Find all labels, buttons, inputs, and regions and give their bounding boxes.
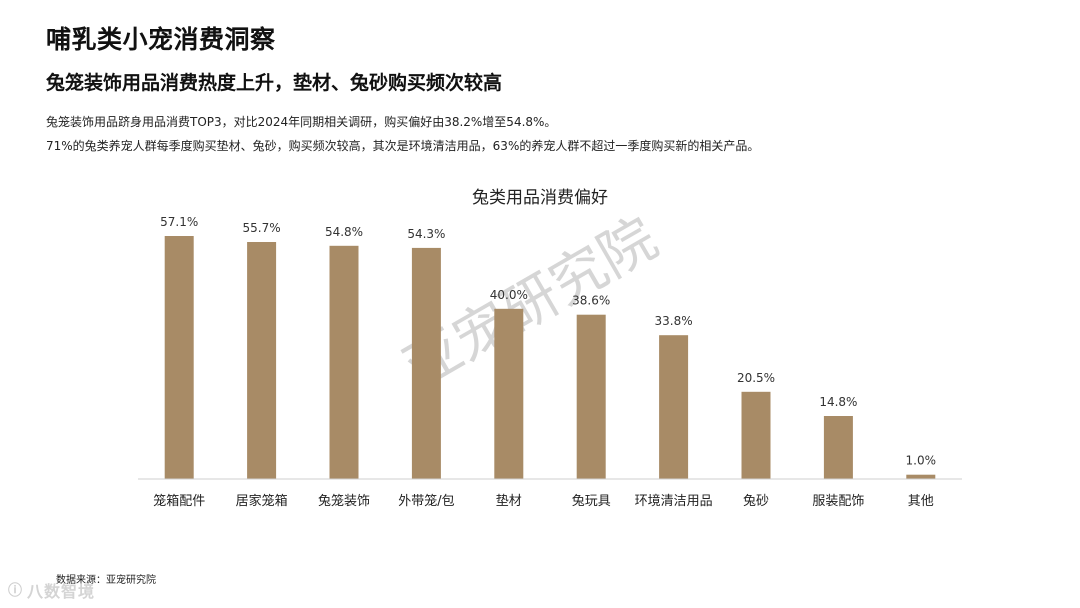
bar-1 (164, 236, 194, 479)
category-label-3: 兔笼装饰 (318, 493, 370, 509)
category-label-8: 兔砂 (743, 494, 769, 509)
bar-6 (576, 314, 606, 479)
bar-9 (823, 416, 853, 479)
page-title: 哺乳类小宠消费洞察 (46, 25, 276, 54)
brand-watermark: ⓘ 八数智境 (8, 578, 95, 602)
bar-10 (906, 474, 936, 479)
value-label-7: 33.8% (655, 314, 693, 328)
category-label-2: 居家笼箱 (236, 493, 288, 509)
category-label-5: 垫材 (496, 493, 522, 509)
brand-name: 八数智境 (27, 582, 96, 601)
value-label-6: 38.6% (572, 294, 610, 308)
value-label-3: 54.8% (325, 225, 363, 239)
category-label-10: 其他 (908, 494, 934, 509)
brand-logo-icon: ⓘ (8, 583, 23, 599)
bar-chart: 兔类用品消费偏好 亚宠研究院 57.1% 55.7% 54.8% 54.3%40.0%… (138, 188, 962, 509)
category-label-7: 环境清洁用品 (635, 494, 713, 509)
category-label-1: 笼箱配件 (153, 493, 205, 509)
category-label-6: 兔玩具 (572, 494, 611, 509)
page-subtitle: 兔笼装饰用品消费热度上升，垫材、兔砂购买频次较高 (46, 72, 503, 94)
bar-8 (741, 391, 771, 479)
value-label-1: 57.1% (160, 215, 198, 229)
bar-7 (659, 335, 689, 479)
description-line-2: 71%的兔类养宠人群每季度购买垫材、兔砂，购买频次较高，其次是环境清洁用品，63… (46, 139, 760, 153)
value-label-8: 20.5% (737, 371, 775, 385)
description-line-1: 兔笼装饰用品跻身用品消费TOP3，对比2024年同期相关调研，购买偏好由38.2… (46, 115, 557, 129)
source-note: 数据来源：亚宠研究院 (56, 575, 156, 586)
category-labels-group: 笼箱配件 居家笼箱 兔笼装饰 外带笼/包 垫材 兔玩具 环境清洁用品 兔砂 服装配饰 其他 (153, 493, 934, 509)
value-label-10: 1.0% (906, 454, 937, 468)
bars-group: 57.1% 55.7% 54.8% 54.3% 40.0% 38.6% 33.8% 20.5%… (160, 215, 936, 479)
value-label-9: 14.8% (819, 395, 857, 409)
bar-3 (329, 245, 359, 479)
chart-title: 兔类用品消费偏好 (472, 188, 608, 208)
bar-4 (411, 247, 441, 479)
value-label-2: 55.7% (243, 221, 281, 235)
bar-5 (494, 308, 524, 479)
bar-2 (247, 242, 277, 479)
category-label-4: 外带笼/包 (398, 493, 454, 509)
category-label-9: 服装配饰 (812, 494, 864, 509)
value-label-5: 40.0% (490, 288, 528, 302)
value-label-4: 54.3% (407, 227, 445, 241)
